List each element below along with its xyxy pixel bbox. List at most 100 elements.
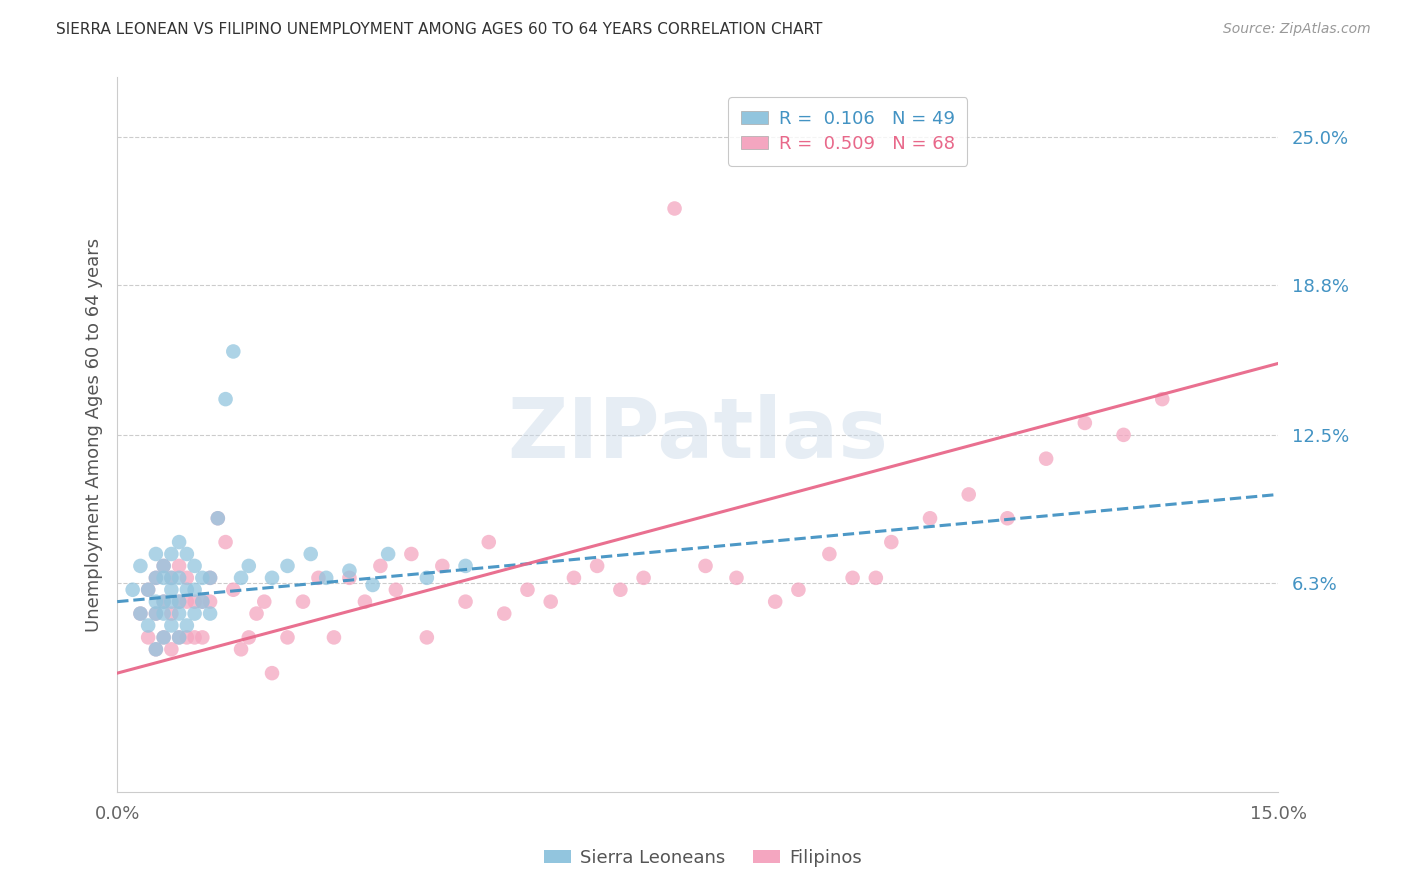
Point [129,607,152,621]
Point [1035,451,1057,466]
Point [121,582,143,597]
Point [176,582,198,597]
Point [167,631,190,645]
Point [152,631,174,645]
Point [160,642,183,657]
Point [136,618,159,632]
Point [957,487,980,501]
Point [416,631,439,645]
Point [129,607,152,621]
Point [183,595,205,609]
Point [695,558,717,573]
Point [145,571,167,585]
Point [167,631,190,645]
Point [214,392,236,406]
Point [167,571,190,585]
Point [160,595,183,609]
Point [609,582,631,597]
Point [160,582,183,597]
Point [160,571,183,585]
Point [167,595,190,609]
Point [540,595,562,609]
Point [183,582,205,597]
Point [339,564,361,578]
Point [160,547,183,561]
Point [152,607,174,621]
Point [918,511,941,525]
Point [1074,416,1097,430]
Point [361,578,384,592]
Point [176,571,198,585]
Point [136,582,159,597]
Point [152,571,174,585]
Point [176,631,198,645]
Point [145,642,167,657]
Point [315,571,337,585]
Point [152,558,174,573]
Point [339,571,361,585]
Point [191,631,214,645]
Point [454,595,477,609]
Point [222,344,245,359]
Point [997,511,1019,525]
Point [841,571,863,585]
Point [516,582,538,597]
Point [478,535,501,549]
Point [291,595,314,609]
Point [377,547,399,561]
Point [167,607,190,621]
Point [183,631,205,645]
Point [454,558,477,573]
Point [260,571,283,585]
Point [198,571,221,585]
Point [416,571,439,585]
Point [207,511,229,525]
Point [129,558,152,573]
Point [354,595,377,609]
Point [222,582,245,597]
Point [299,547,322,561]
Point [191,595,214,609]
Point [323,631,346,645]
Point [562,571,585,585]
Point [229,642,252,657]
Point [191,595,214,609]
Point [276,631,298,645]
Point [160,607,183,621]
Point [176,547,198,561]
Point [260,666,283,681]
Point [145,571,167,585]
Point [145,642,167,657]
Point [818,547,841,561]
Point [253,595,276,609]
Point [238,631,260,645]
Text: ZIPatlas: ZIPatlas [508,394,889,475]
Point [145,547,167,561]
Point [214,535,236,549]
Point [152,595,174,609]
Point [633,571,655,585]
Point [152,558,174,573]
Point [160,618,183,632]
Point [152,595,174,609]
Legend: R =  0.106   N = 49, R =  0.509   N = 68: R = 0.106 N = 49, R = 0.509 N = 68 [728,97,967,166]
Point [167,558,190,573]
Point [198,571,221,585]
Point [245,607,267,621]
Point [664,202,686,216]
Point [145,607,167,621]
Text: SIERRA LEONEAN VS FILIPINO UNEMPLOYMENT AMONG AGES 60 TO 64 YEARS CORRELATION CH: SIERRA LEONEAN VS FILIPINO UNEMPLOYMENT … [56,22,823,37]
Point [725,571,748,585]
Point [308,571,330,585]
Point [191,571,214,585]
Point [136,631,159,645]
Point [238,558,260,573]
Text: Source: ZipAtlas.com: Source: ZipAtlas.com [1223,22,1371,37]
Point [176,595,198,609]
Point [494,607,516,621]
Point [198,595,221,609]
Y-axis label: Unemployment Among Ages 60 to 64 years: Unemployment Among Ages 60 to 64 years [86,238,103,632]
Point [1152,392,1174,406]
Point [152,631,174,645]
Point [401,547,423,561]
